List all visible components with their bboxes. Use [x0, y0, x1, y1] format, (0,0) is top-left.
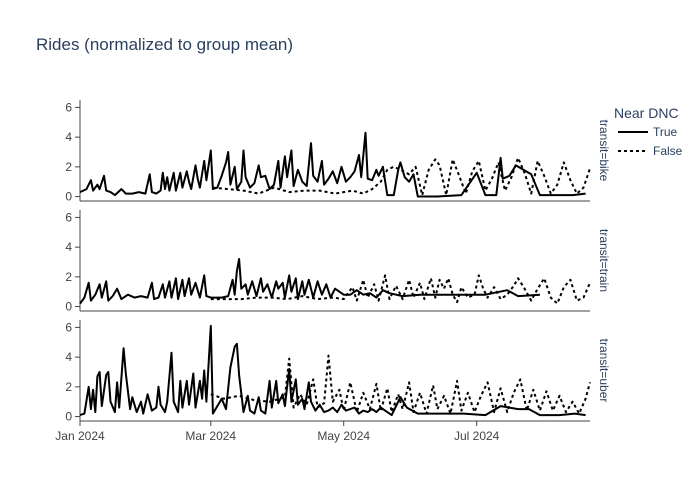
series-line-false [210, 354, 591, 415]
legend-label: True [653, 125, 678, 139]
y-tick-label: 4 [65, 130, 72, 144]
legend-entry[interactable]: False [618, 144, 683, 158]
y-tick-label: 2 [65, 380, 72, 394]
legend-label: False [653, 144, 683, 158]
facet-label: transit=uber [597, 339, 611, 403]
facet-panel: 0 2 4 6 transit=bike [65, 100, 611, 204]
y-tick-label: 4 [65, 240, 72, 254]
facet-panel: 0 2 4 6 transit=uber [65, 320, 611, 424]
y-tick-label: 6 [65, 210, 72, 224]
y-tick-label: 4 [65, 350, 72, 364]
series-line-false [212, 156, 591, 197]
y-tick-label: 6 [65, 320, 72, 334]
facet-label: transit=bike [597, 120, 611, 182]
y-tick-label: 0 [65, 410, 72, 424]
legend: Near DNC True False [614, 105, 683, 158]
y-tick-label: 0 [65, 300, 72, 314]
facet-panels: 0 2 4 6 transit=bike 0 2 4 6 transit=train 0 2 4 6 tra… [65, 100, 611, 424]
series-line-true [79, 324, 586, 417]
y-tick-label: 2 [65, 270, 72, 284]
legend-entry[interactable]: True [618, 125, 678, 139]
facet-label: transit=train [597, 229, 611, 292]
series-line-true [79, 131, 586, 198]
x-tick-label: Jan 2024 [55, 429, 105, 443]
chart-title: Rides (normalized to group mean) [36, 35, 293, 54]
y-tick-label: 0 [65, 190, 72, 204]
x-axis: Jan 2024 Mar 2024 May 2024 Jul 2024 [55, 421, 500, 443]
y-tick-label: 6 [65, 100, 72, 114]
x-tick-label: May 2024 [317, 429, 370, 443]
x-tick-label: Mar 2024 [185, 429, 236, 443]
series-line-false [210, 274, 591, 305]
x-tick-label: Jul 2024 [454, 429, 500, 443]
series-line-true [79, 258, 540, 305]
legend-title: Near DNC [614, 105, 679, 121]
facet-panel: 0 2 4 6 transit=train [65, 210, 611, 314]
y-tick-label: 2 [65, 160, 72, 174]
